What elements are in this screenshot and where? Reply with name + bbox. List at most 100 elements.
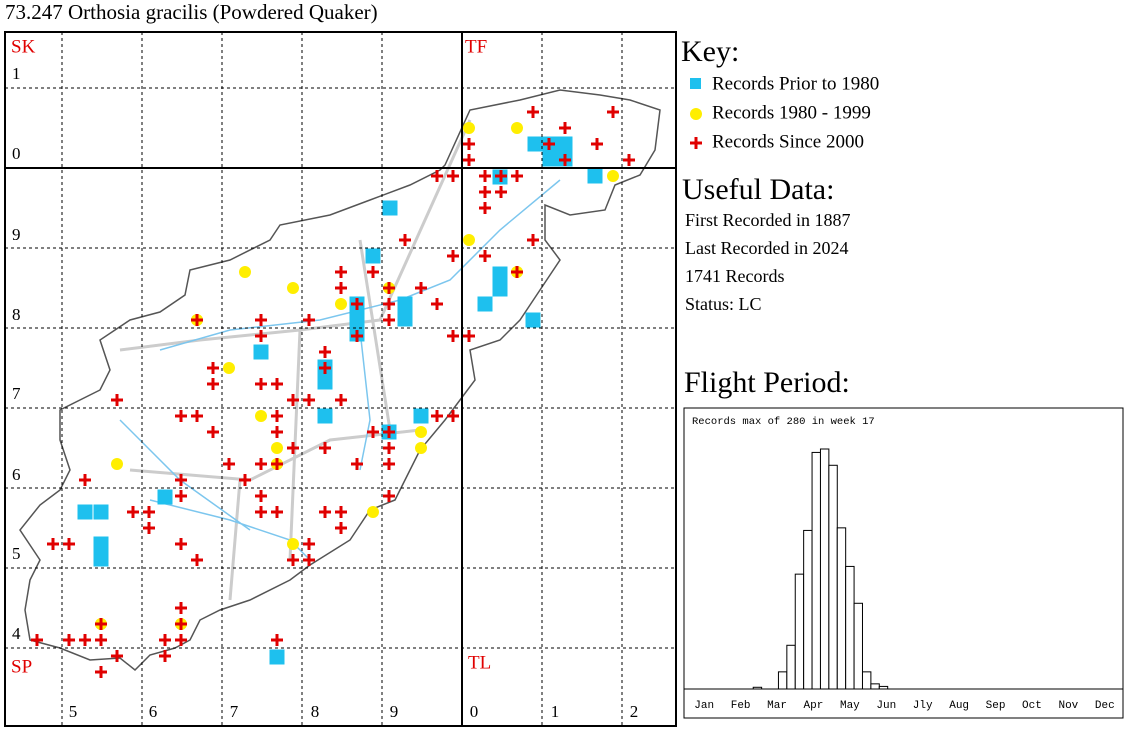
marker-1980-1999 [223,362,235,374]
marker-since-2000 [431,298,443,310]
marker-since-2000 [159,650,171,662]
bar [828,464,838,690]
marker-1980-1999 [415,442,427,454]
marker-since-2000 [271,378,283,390]
x-label: 6 [149,702,158,721]
y-label: 0 [12,144,21,163]
marker-since-2000 [287,394,299,406]
marker-since-2000 [399,234,411,246]
grid-letter: SK [11,36,36,57]
marker-since-2000 [319,506,331,518]
key-item: Records Prior to 1980 [712,73,879,94]
marker-since-2000 [143,522,155,534]
marker-1980-1999 [607,170,619,182]
marker-since-2000 [159,634,171,646]
marker-since-2000 [79,474,91,486]
marker-since-2000 [479,250,491,262]
marker-since-2000 [175,410,187,422]
marker-since-2000 [191,410,203,422]
marker-since-2000 [447,170,459,182]
y-label: 7 [12,384,21,403]
marker-since-2000 [431,170,443,182]
marker-since-2000 [559,122,571,134]
marker-since-2000 [383,442,395,454]
bar [878,685,889,690]
marker-since-2000 [527,234,539,246]
marker-pre-1980 [93,536,109,552]
key-symbol [690,137,702,149]
grid-dashed [5,32,676,726]
marker-since-2000 [111,650,123,662]
marker-since-2000 [303,314,315,326]
marker-1980-1999 [511,122,523,134]
marker-1980-1999 [367,506,379,518]
bar [853,602,863,690]
x-tick-label: May [840,700,860,712]
x-tick-label: Mar [767,700,787,712]
marker-pre-1980 [492,266,508,282]
bar [794,573,805,690]
bar [836,527,847,690]
marker-since-2000 [367,266,379,278]
marker-pre-1980 [397,296,413,312]
marker-since-2000 [463,154,475,166]
marker-since-2000 [79,634,91,646]
marker-since-2000 [255,314,267,326]
marker-since-2000 [207,378,219,390]
marker-1980-1999 [463,122,475,134]
marker-pre-1980 [349,311,365,327]
marker-1980-1999 [271,442,283,454]
marker-since-2000 [303,394,315,406]
flight-chart: Records max of 280 in week 17 Jan Feb Mar A… [683,407,1124,719]
marker-since-2000 [95,666,107,678]
marker-pre-1980 [93,504,109,520]
marker-since-2000 [463,138,475,150]
marker-1980-1999 [239,266,251,278]
marker-since-2000 [463,330,475,342]
marker-since-2000 [383,282,395,294]
marker-1980-1999 [255,410,267,422]
x-tick-label: Jly [913,700,933,712]
page-title: 73.247 Orthosia gracilis (Powdered Quake… [5,0,378,24]
marker-since-2000 [383,458,395,470]
marker-1980-1999 [287,538,299,550]
marker-since-2000 [383,426,395,438]
marker-pre-1980 [77,504,93,520]
marker-since-2000 [607,106,619,118]
x-label: 8 [311,702,320,721]
marker-since-2000 [351,298,363,310]
y-label: 4 [12,624,21,643]
marker-pre-1980 [269,649,285,665]
marker-since-2000 [383,490,395,502]
marker-since-2000 [383,314,395,326]
useful-data-line: Last Recorded in 2024 [685,238,848,258]
marker-pre-1980 [365,248,381,264]
marker-pre-1980 [253,344,269,360]
marker-since-2000 [95,634,107,646]
marker-1980-1999 [415,426,427,438]
marker-since-2000 [511,170,523,182]
marker-since-2000 [47,538,59,550]
marker-since-2000 [175,490,187,502]
marker-since-2000 [591,138,603,150]
x-label: 5 [69,702,78,721]
marker-pre-1980 [382,200,398,216]
marker-since-2000 [191,554,203,566]
map: SK TF SP TL 1 0 9 8 7 6 5 4 5 6 7 8 9 0 … [4,31,677,727]
marker-since-2000 [335,282,347,294]
marker-pre-1980 [397,311,413,327]
marker-since-2000 [271,506,283,518]
marker-since-2000 [255,378,267,390]
marker-since-2000 [335,506,347,518]
marker-1980-1999 [111,458,123,470]
marker-pre-1980 [477,296,493,312]
marker-since-2000 [319,362,331,374]
grid-solid [4,31,677,727]
marker-1980-1999 [335,298,347,310]
bar [819,448,830,690]
marker-since-2000 [271,426,283,438]
marker-since-2000 [367,426,379,438]
marker-since-2000 [191,314,203,326]
x-tick-label: Feb [731,700,751,712]
